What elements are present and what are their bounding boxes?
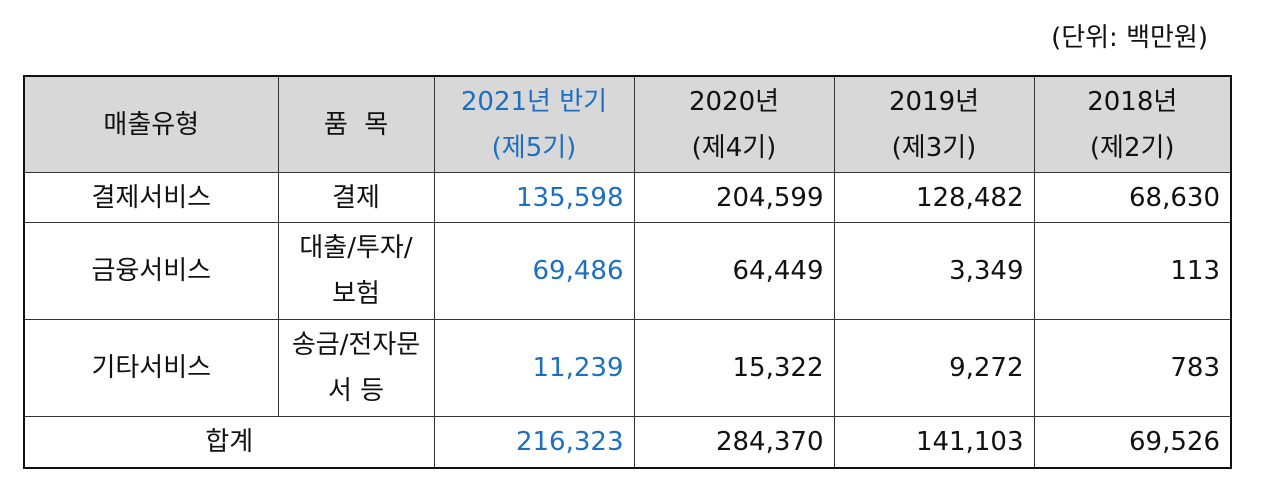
header-year: 2020년 — [688, 86, 780, 117]
cell-value: 783 — [1033, 319, 1232, 417]
cell-value: 9,272 — [833, 319, 1035, 417]
total-row: 합계 216,323 284,370 141,103 69,526 — [23, 416, 1232, 469]
total-value: 284,370 — [633, 416, 835, 469]
cell-item: 대출/투자/ 보험 — [277, 222, 435, 320]
total-value: 216,323 — [433, 416, 635, 469]
cell-value: 15,322 — [633, 319, 835, 417]
cell-type: 금융서비스 — [23, 222, 279, 320]
cell-value: 11,239 — [433, 319, 635, 417]
cell-item: 송금/전자문 서 등 — [277, 319, 435, 417]
header-period: (제5기) — [491, 132, 577, 163]
unit-note: (단위: 백만원) — [1051, 23, 1208, 53]
cell-value: 3,349 — [833, 222, 1035, 320]
cell-value: 113 — [1033, 222, 1232, 320]
table-row: 금융서비스 대출/투자/ 보험 69,486 64,449 3,349 113 — [23, 222, 1232, 320]
cell-value: 64,449 — [633, 222, 835, 320]
header-year: 2018년 — [1087, 86, 1178, 117]
header-col-2020: 2020년 (제4기) — [633, 75, 835, 173]
cell-value: 69,486 — [433, 222, 635, 320]
header-item: 품 목 — [277, 75, 435, 173]
table-row: 기타서비스 송금/전자문 서 등 11,239 15,322 9,272 783 — [23, 319, 1232, 417]
cell-type: 기타서비스 — [23, 319, 279, 417]
cell-value: 68,630 — [1033, 172, 1232, 223]
header-year: 2019년 — [888, 86, 980, 117]
cell-item-line: 서 등 — [327, 376, 385, 406]
cell-value: 135,598 — [433, 172, 635, 223]
header-col-2019: 2019년 (제3기) — [833, 75, 1035, 173]
total-value: 141,103 — [833, 416, 1035, 469]
header-col-2018: 2018년 (제2기) — [1033, 75, 1232, 173]
cell-type: 결제서비스 — [23, 172, 279, 223]
header-row: 매출유형 품 목 2021년 반기 (제5기) 2020년 (제4기) 2019… — [23, 75, 1232, 173]
cell-item-line: 보험 — [332, 279, 380, 309]
cell-value: 204,599 — [633, 172, 835, 223]
header-period: (제3기) — [891, 132, 977, 163]
cell-value: 128,482 — [833, 172, 1035, 223]
cell-item-line: 대출/투자/ — [299, 233, 413, 263]
header-period: (제2기) — [1089, 132, 1175, 163]
table-row: 결제서비스 결제 135,598 204,599 128,482 68,630 — [23, 172, 1232, 223]
total-label: 합계 — [23, 416, 435, 469]
total-value: 69,526 — [1033, 416, 1232, 469]
header-period: (제4기) — [691, 132, 777, 163]
header-col-2021h1: 2021년 반기 (제5기) — [433, 75, 635, 173]
cell-item-line: 송금/전자문 — [291, 330, 421, 360]
header-year: 2021년 반기 — [460, 86, 608, 117]
header-type: 매출유형 — [23, 75, 279, 173]
revenue-table: 매출유형 품 목 2021년 반기 (제5기) 2020년 (제4기) 2019… — [23, 75, 1232, 469]
cell-item: 결제 — [277, 172, 435, 223]
